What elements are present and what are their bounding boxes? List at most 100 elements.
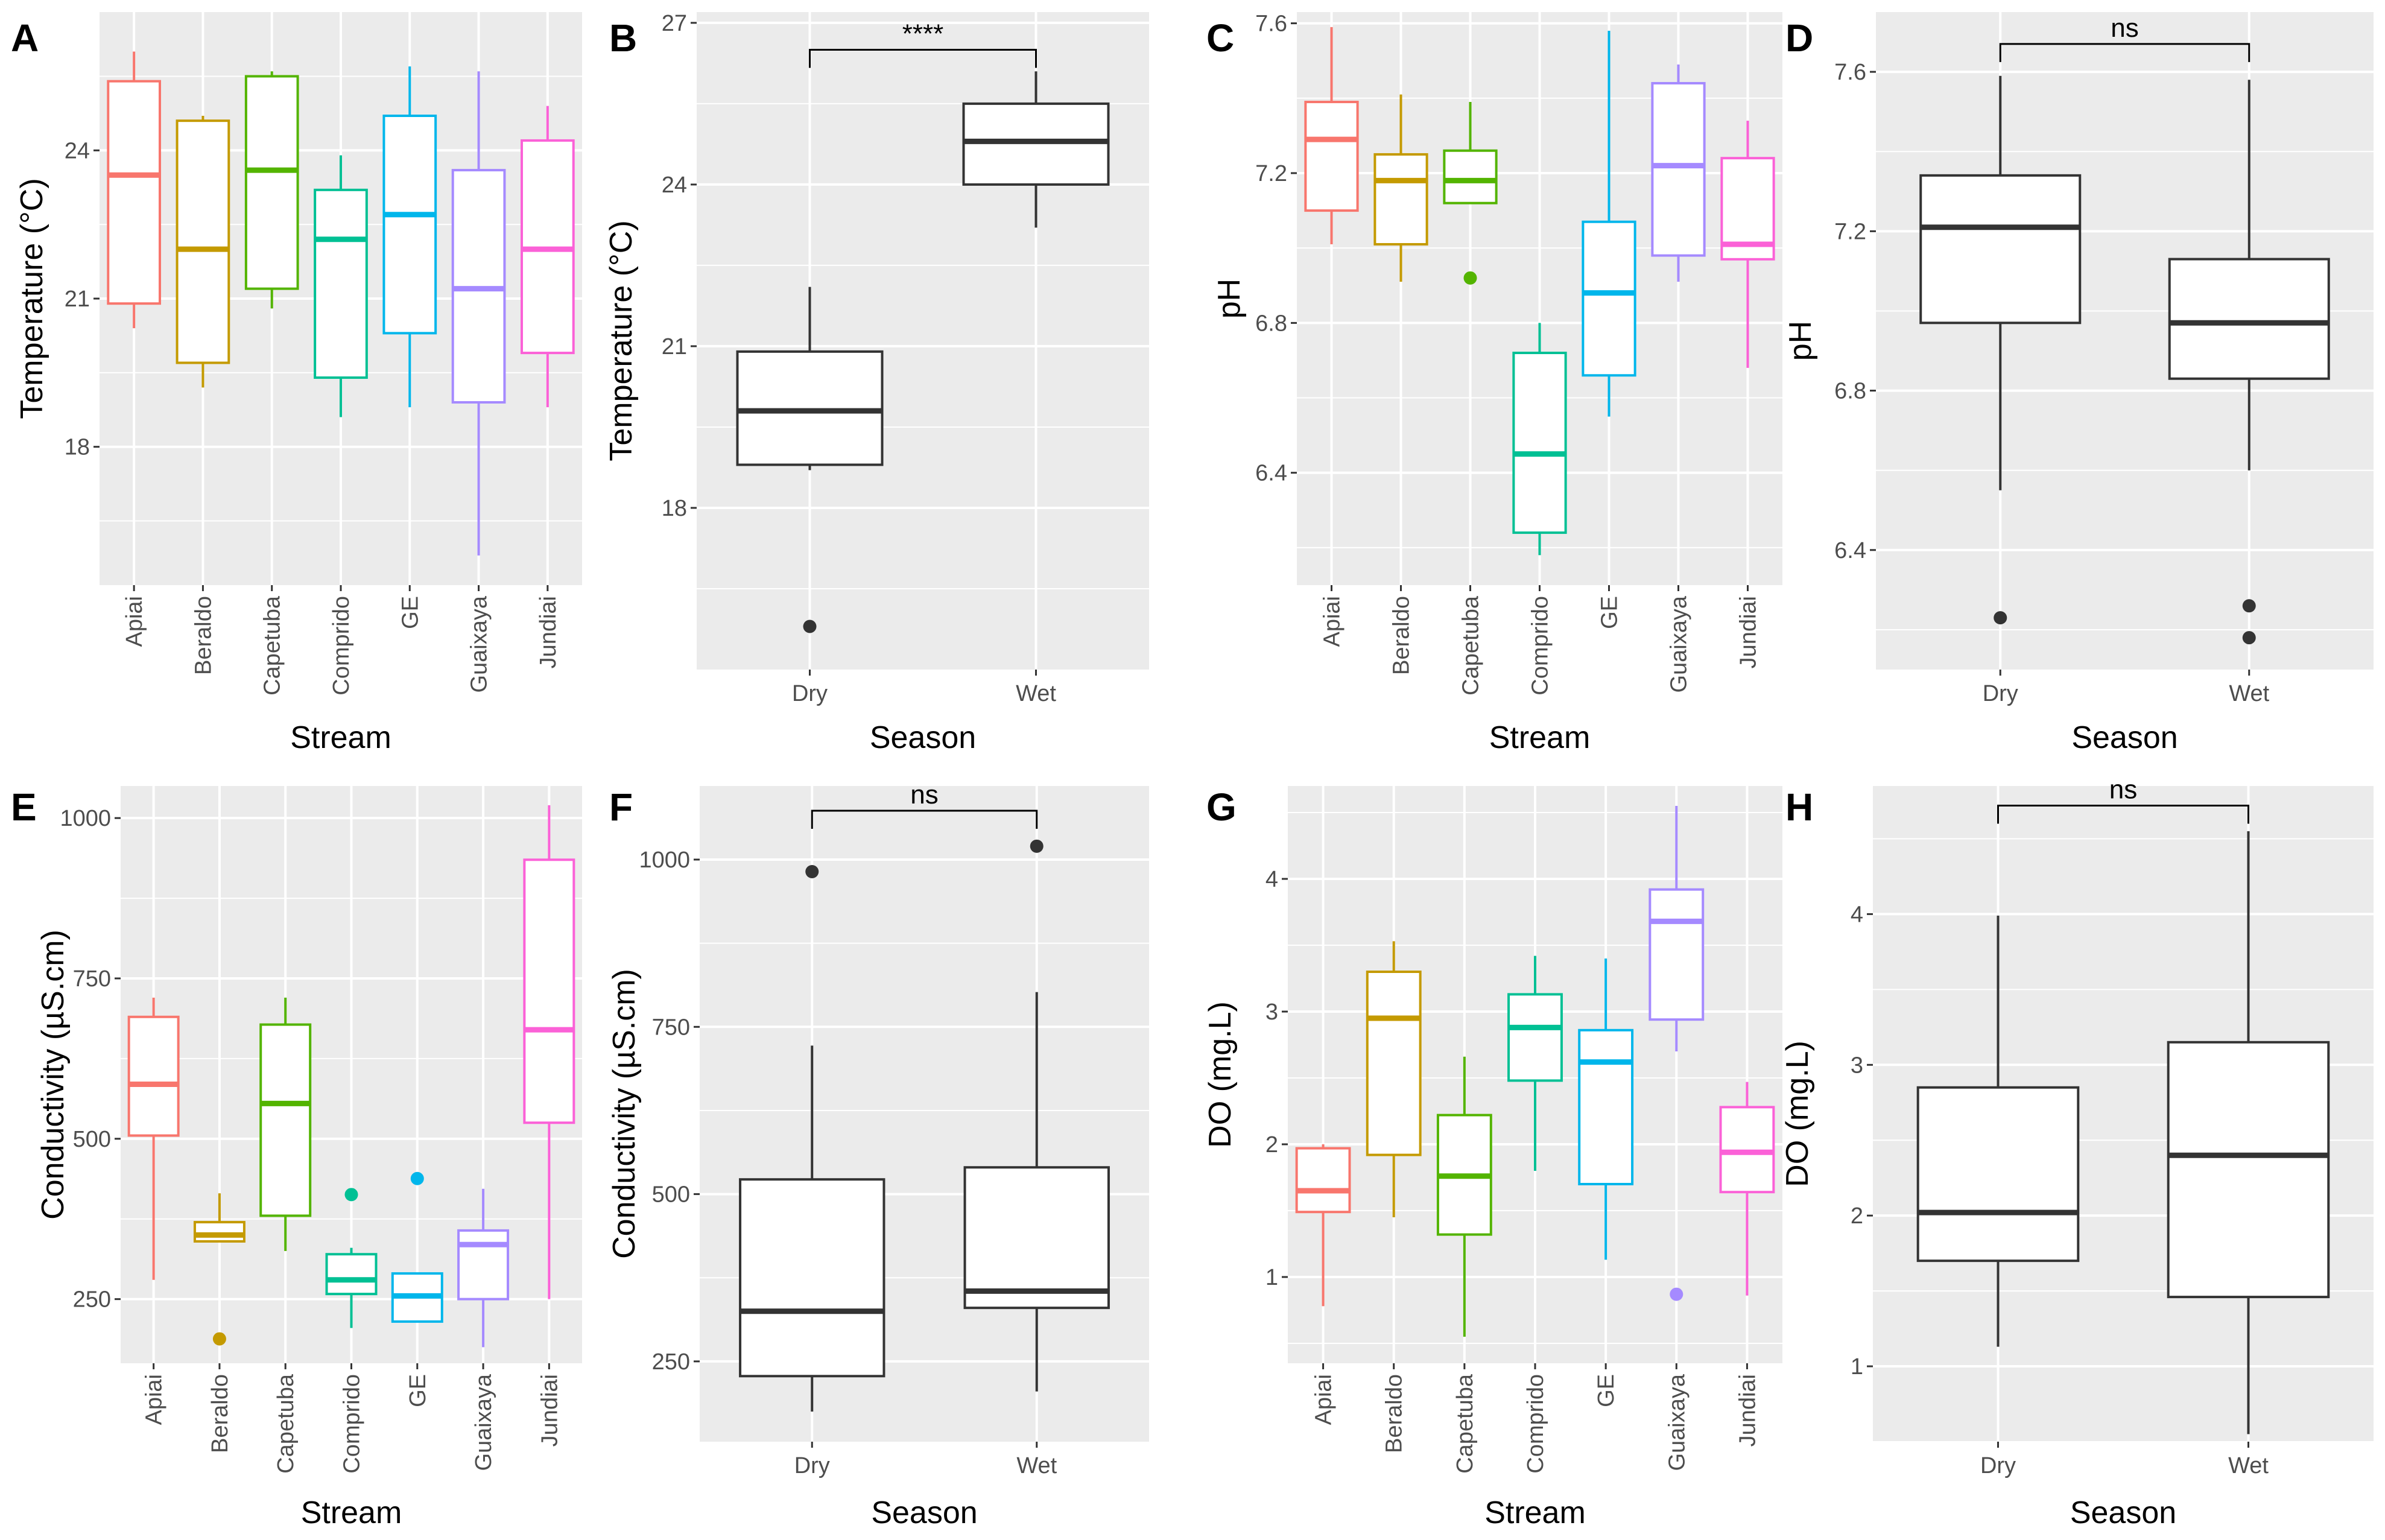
box-iqr: [1443, 149, 1498, 204]
y-tick-label: 27: [662, 11, 687, 36]
y-tick-label: 3: [1265, 1000, 1278, 1025]
x-tick-label: Jundiai: [1735, 1374, 1760, 1447]
x-axis-title: Stream: [290, 720, 391, 755]
x-tick-label: Comprido: [329, 596, 354, 696]
x-tick-label: Beraldo: [1382, 1374, 1407, 1453]
box-jundiai: [1720, 121, 1775, 368]
y-tick-label: 500: [73, 1127, 111, 1152]
y-tick-label: 1000: [60, 806, 111, 831]
box-capetuba: [259, 997, 312, 1251]
y-tick-label: 6.8: [1834, 379, 1866, 404]
panel-d: D 6.4 6.8 7.2 7.6 Dry Wet Season pH ns: [1783, 12, 2374, 755]
outlier-point: [1670, 1287, 1683, 1301]
y-tick-label: 18: [65, 435, 90, 460]
significance-label: ns: [2109, 775, 2137, 804]
box-iqr: [1651, 81, 1706, 257]
y-tick-label: 7.2: [1834, 219, 1866, 244]
x-tick-label: Apiai: [1311, 1374, 1337, 1425]
panel-f: F 250 500 750 1000 Dry Wet Season Conductivity (…: [607, 780, 1149, 1530]
x-tick-label: Apiai: [142, 1374, 167, 1425]
panel-h: H 1 2 3 4 Dry Wet Season DO (mg.L) ns: [1780, 775, 2374, 1530]
panel-letter-h: H: [1785, 785, 1813, 829]
box-iqr: [1649, 888, 1705, 1021]
box-iqr: [1373, 153, 1428, 246]
y-tick-label: 7.6: [1255, 11, 1287, 37]
panel-g: G 1 2 3 4 Apiai Beraldo Capetuba Comprido GE Guaix…: [1203, 785, 1782, 1530]
x-axis-title: Stream: [1484, 1495, 1586, 1530]
box-comprido: [325, 1188, 378, 1328]
outlier-point: [1994, 611, 2007, 625]
outlier-point: [803, 619, 817, 633]
outlier-point: [410, 1171, 424, 1185]
box-iqr: [259, 1023, 312, 1217]
x-tick-label: Guaixaya: [471, 1374, 496, 1471]
significance-label: ns: [910, 780, 938, 810]
box-iqr: [1578, 1028, 1634, 1186]
box-wet: [962, 71, 1110, 228]
box-iqr: [1582, 220, 1636, 377]
outlier-point: [212, 1332, 226, 1346]
x-tick-label: Wet: [2228, 1453, 2269, 1478]
box-iqr: [523, 858, 575, 1124]
box-ge: [391, 1171, 443, 1323]
significance-label: ns: [2111, 13, 2138, 43]
y-tick-label: 750: [652, 1015, 690, 1040]
x-tick-label: GE: [398, 596, 423, 629]
panel-letter-c: C: [1206, 16, 1234, 60]
y-tick-label: 6.4: [1834, 538, 1866, 563]
y-tick-label: 24: [662, 173, 687, 198]
x-tick-label: Jundiai: [536, 596, 561, 668]
outlier-point: [344, 1188, 358, 1202]
y-tick-label: 250: [652, 1349, 690, 1375]
box-capetuba: [244, 71, 299, 309]
x-axis-title: Season: [871, 1495, 977, 1530]
box-iqr: [314, 188, 368, 379]
x-tick-label: Guaixaya: [1664, 1374, 1690, 1471]
box-capetuba: [1443, 102, 1498, 285]
y-tick-label: 18: [662, 496, 687, 521]
box-iqr: [963, 1166, 1110, 1310]
panel-letter-g: G: [1206, 785, 1237, 829]
box-iqr: [1304, 101, 1359, 212]
outlier-point: [2242, 599, 2256, 613]
significance-bracket: [1997, 804, 2249, 824]
box-guaixaya: [1651, 64, 1706, 282]
x-tick-label: Capetuba: [260, 595, 285, 696]
y-tick-label: 3: [1851, 1053, 1863, 1078]
x-tick-label: GE: [405, 1374, 431, 1407]
x-tick-label: Dry: [794, 1453, 830, 1478]
x-tick-label: Comprido: [1523, 1374, 1548, 1474]
x-tick-label: Beraldo: [207, 1374, 233, 1453]
y-axis-title: DO (mg.L): [1780, 1041, 1815, 1187]
box-dry: [1916, 915, 2080, 1347]
y-tick-label: 24: [65, 138, 90, 163]
box-iqr: [193, 1221, 245, 1243]
x-tick-label: Beraldo: [191, 596, 216, 675]
box-wet: [963, 839, 1110, 1392]
y-tick-label: 4: [1265, 867, 1278, 892]
y-tick-label: 2: [1851, 1203, 1863, 1229]
x-axis-title: Season: [870, 720, 976, 755]
y-axis-title: pH: [1783, 321, 1818, 361]
x-tick-label: Guaixaya: [467, 595, 492, 692]
panel-c: C 6.4 6.8 7.2 7.6 Apiai Beraldo Capetuba Comprid…: [1206, 11, 1782, 755]
box-iqr: [1916, 1086, 2080, 1263]
panel-letter-d: D: [1785, 16, 1813, 60]
x-tick-label: Apiai: [1320, 596, 1345, 647]
box-apiai: [1304, 27, 1359, 244]
y-tick-label: 4: [1851, 902, 1863, 927]
box-iqr: [1366, 971, 1422, 1156]
y-tick-label: 250: [73, 1287, 111, 1313]
outlier-point: [805, 864, 819, 878]
x-tick-label: Wet: [2229, 681, 2269, 706]
box-iqr: [1919, 174, 2082, 325]
box-guaixaya: [451, 71, 506, 556]
box-iqr: [1295, 1147, 1351, 1214]
panel-b: B 18 21 24 27 Dry Wet Season Temperature (°C) ***…: [604, 11, 1149, 755]
box-dry: [1919, 75, 2082, 625]
x-tick-label: Apiai: [122, 596, 147, 647]
box-wet: [2168, 80, 2330, 645]
box-guaixaya: [1649, 806, 1705, 1301]
x-tick-label: Jundiai: [537, 1374, 562, 1447]
